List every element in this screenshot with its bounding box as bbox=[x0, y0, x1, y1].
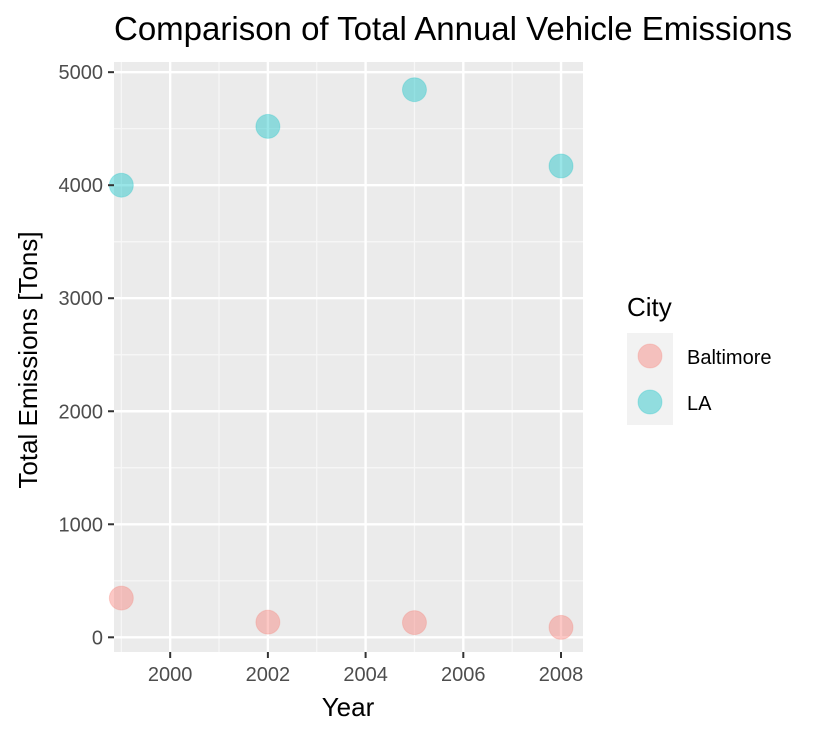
data-point-la bbox=[255, 113, 281, 139]
legend-key-baltimore bbox=[637, 343, 663, 369]
legend-key-la bbox=[637, 389, 663, 415]
x-tick-label: 2004 bbox=[343, 664, 388, 686]
chart-title: Comparison of Total Annual Vehicle Emiss… bbox=[114, 10, 792, 47]
y-tick-label: 2000 bbox=[59, 401, 104, 423]
x-axis: 2000 2002 2004 2006 2008 bbox=[148, 652, 583, 686]
y-axis: 0 1000 2000 3000 4000 5000 bbox=[59, 62, 114, 649]
y-tick-label: 0 bbox=[92, 627, 103, 649]
legend-title: City bbox=[627, 292, 672, 322]
data-point-baltimore bbox=[255, 609, 281, 635]
x-tick-label: 2000 bbox=[148, 664, 193, 686]
y-tick-label: 4000 bbox=[59, 175, 104, 197]
legend-label-la: LA bbox=[687, 393, 712, 415]
data-point-la bbox=[548, 153, 574, 179]
data-point-la bbox=[401, 77, 427, 103]
x-axis-title: Year bbox=[322, 692, 375, 722]
y-tick-label: 5000 bbox=[59, 62, 104, 84]
legend-label-baltimore: Baltimore bbox=[687, 347, 771, 369]
x-tick-label: 2008 bbox=[539, 664, 584, 686]
data-point-baltimore bbox=[108, 585, 134, 611]
data-point-baltimore bbox=[401, 610, 427, 636]
legend-key-background bbox=[627, 333, 673, 425]
y-axis-title: Total Emissions [Tons] bbox=[13, 231, 43, 488]
legend: City Baltimore LA bbox=[627, 292, 771, 425]
x-tick-label: 2006 bbox=[441, 664, 486, 686]
grid-minor bbox=[114, 62, 583, 652]
plot-panel bbox=[114, 62, 583, 652]
y-tick-label: 3000 bbox=[59, 288, 104, 310]
x-tick-label: 2002 bbox=[246, 664, 291, 686]
y-tick-label: 1000 bbox=[59, 514, 104, 536]
data-point-baltimore bbox=[548, 614, 574, 640]
grid-major bbox=[114, 62, 583, 652]
